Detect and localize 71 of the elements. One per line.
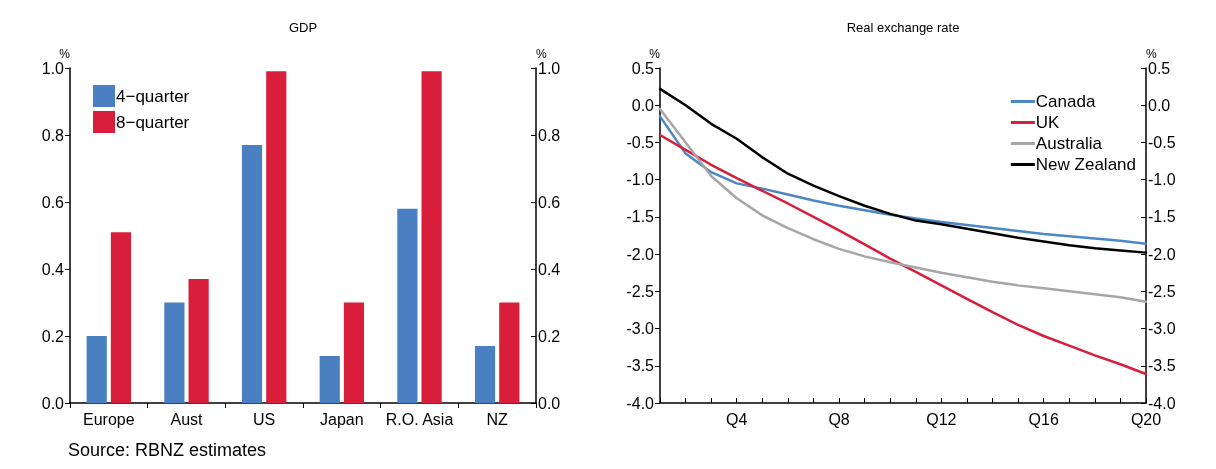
chart-title: GDP [288,20,318,35]
y2-tick-label: -2.5 [1148,282,1176,300]
bar [474,346,496,403]
y2-tick-label: -0.5 [1148,133,1176,151]
x-tick-label: R.O. Asia [385,410,454,428]
y-tick-label: -3.5 [626,357,655,375]
bar [319,356,340,403]
bar [499,302,520,403]
x-tick-label: Q12 [926,410,957,428]
y2-tick-label: 0.4 [538,260,561,278]
y2-tick-label: 0.6 [538,193,561,211]
bar [188,279,209,403]
line-series [658,133,1148,376]
y2-tick-label: -3.0 [1148,320,1176,338]
y-tick-label: 0.0 [41,394,65,412]
y2-tick-label: -1.0 [1148,171,1176,189]
bar [241,145,263,403]
x-tick-label: Japan [320,410,364,428]
x-tick-label: Aust [170,410,204,428]
y-tick-label: -2.0 [626,245,655,263]
y2-tick-label: 0.0 [538,394,561,412]
x-tick-label: Europe [83,410,135,428]
line-series [658,107,1148,304]
y-tick-label: -0.5 [626,133,655,151]
y-tick-label: -1.0 [626,171,655,189]
y2-tick-label: 0.0 [1148,96,1171,114]
bar [266,71,287,403]
legend-label: 8−quarter [116,112,190,132]
bar [86,336,107,403]
y2-tick-label: -2.0 [1148,245,1176,263]
y-tick-label: 0.6 [41,193,65,211]
y2-tick-label: 0.2 [538,327,561,345]
y2-tick-label: -1.5 [1148,208,1176,226]
y-axis-title: % [59,47,71,61]
y-tick-label: 0.8 [41,126,65,144]
legend-label: New Zealand [1035,155,1137,174]
bar [343,302,365,403]
x-tick-label: Q20 [1130,410,1162,428]
bar [421,71,442,403]
y2-tick-label: 0.8 [538,126,561,144]
bar [397,208,418,403]
y-tick-label: 0.5 [631,59,655,77]
x-tick-label: NZ [486,410,509,428]
legend-label: UK [1035,113,1061,132]
source-note: Source: RBNZ estimates [68,440,267,460]
legend-label: Canada [1035,92,1096,111]
y-axis-title: % [649,47,661,61]
y-tick-label: -3.0 [626,320,655,338]
line-series [658,115,1148,245]
x-tick-label: US [253,410,276,428]
x-tick-label: Q4 [726,410,748,428]
y-tick-label: 0.4 [41,260,65,278]
y2-axis-title: % [1146,47,1157,61]
y-tick-label: -4.0 [626,394,655,412]
y-tick-label: -2.5 [626,282,655,300]
x-tick-label: Q8 [828,410,850,428]
chart-title: Real exchange rate [846,20,960,35]
x-tick-label: Q16 [1028,410,1059,428]
legend-label: Australia [1035,134,1103,153]
y2-tick-label: -3.5 [1148,357,1176,375]
y2-axis-title: % [536,47,547,61]
bar [164,302,185,403]
y-tick-label: 1.0 [41,59,65,77]
y2-tick-label: -4.0 [1148,394,1176,412]
legend-label: 4−quarter [116,86,190,106]
y2-tick-label: 0.5 [1148,59,1171,77]
y-tick-label: 0.0 [631,96,655,114]
y2-tick-label: 1.0 [538,59,561,77]
y-tick-label: 0.2 [41,327,65,345]
bar [110,232,132,403]
y-tick-label: -1.5 [626,208,655,226]
